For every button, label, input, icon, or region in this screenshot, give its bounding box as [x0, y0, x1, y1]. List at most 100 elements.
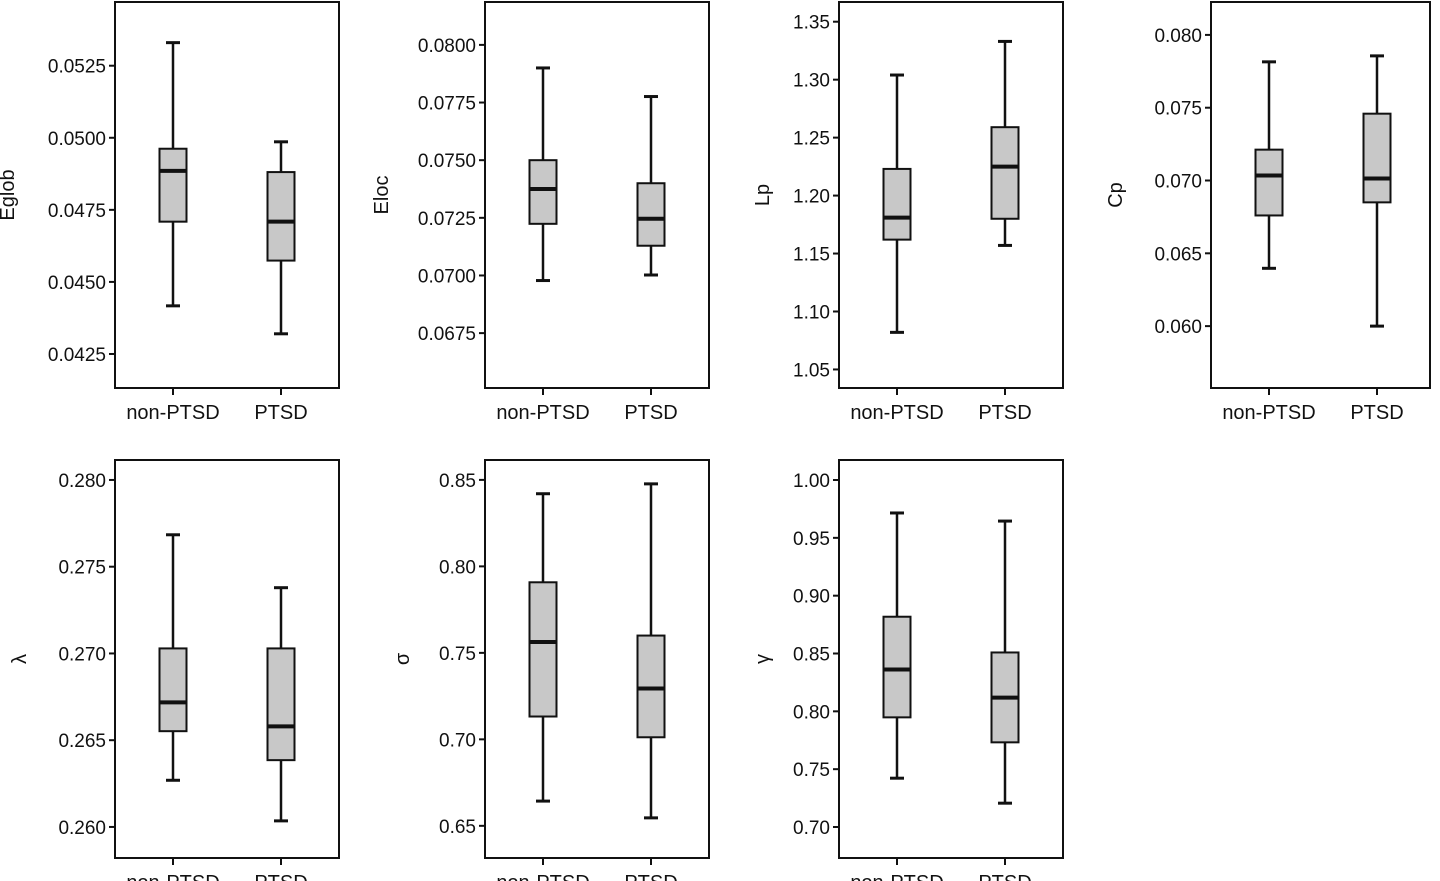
y-tick-label: 0.80 [793, 702, 830, 723]
x-tick-label: non-PTSD [850, 402, 943, 424]
y-tick-label: 0.0425 [48, 345, 106, 366]
box-ptsd [990, 39, 1020, 247]
iqr-box [636, 634, 666, 739]
plot-frame [114, 459, 340, 859]
y-axis-label: λ [9, 654, 31, 664]
panel-2: 1.05 1.10 1.15 1.20 1.25 1.30 1.35 Lp non-PTSD PT… [752, 1, 1064, 424]
y-axis-label: σ [392, 652, 414, 665]
y-tick-label: 0.95 [793, 529, 830, 550]
y-tick-label: 0.0500 [48, 129, 106, 150]
y-tick-label: 1.20 [793, 187, 830, 208]
y-tick-label: 0.275 [58, 558, 106, 579]
panel-5: 0.65 0.70 0.75 0.80 0.85 σ non-PTSD PTSD [392, 459, 710, 881]
iqr-box [882, 167, 912, 241]
y-tick-label: 0.270 [58, 644, 106, 665]
box-ptsd [636, 482, 666, 820]
x-tick-label: non-PTSD [1222, 402, 1315, 424]
y-tick-label: 0.70 [439, 730, 476, 751]
y-tick-label: 0.065 [1154, 244, 1202, 265]
box-non-ptsd [882, 511, 912, 780]
x-tick-label: PTSD [978, 402, 1031, 424]
y-tick-label: 0.80 [439, 557, 476, 578]
iqr-box [266, 171, 296, 262]
box-non-ptsd [528, 492, 558, 803]
box-ptsd [990, 519, 1020, 805]
box-non-ptsd [158, 533, 188, 782]
plot-frame [484, 1, 710, 389]
x-tick-label: non-PTSD [496, 872, 589, 881]
box-ptsd [636, 95, 666, 277]
box-non-ptsd [528, 66, 558, 283]
y-axis-label: γ [752, 654, 774, 664]
y-tick-label: 0.90 [793, 587, 830, 608]
plot-frame [1210, 1, 1431, 389]
y-tick-label: 0.080 [1154, 26, 1202, 47]
y-tick-label: 0.70 [793, 818, 830, 839]
x-tick-label: PTSD [978, 872, 1031, 881]
y-tick-label: 0.0800 [418, 36, 476, 57]
iqr-box [1254, 148, 1284, 217]
x-tick-label: PTSD [624, 402, 677, 424]
plot-frame [484, 459, 710, 859]
box-non-ptsd [1254, 60, 1284, 270]
y-tick-label: 0.0700 [418, 266, 476, 287]
y-tick-label: 1.05 [793, 360, 830, 381]
y-tick-label: 0.280 [58, 471, 106, 492]
iqr-box [158, 147, 188, 223]
plot-frame [838, 1, 1064, 389]
y-tick-label: 0.070 [1154, 172, 1202, 193]
iqr-box [266, 647, 296, 762]
y-tick-label: 1.35 [793, 13, 830, 34]
plot-frame [838, 459, 1064, 859]
y-tick-label: 1.30 [793, 71, 830, 92]
iqr-box [528, 581, 558, 718]
x-tick-label: PTSD [624, 872, 677, 881]
y-axis-label: Eglob [0, 169, 19, 220]
y-tick-label: 1.25 [793, 129, 830, 150]
y-tick-label: 0.65 [439, 817, 476, 838]
y-tick-label: 0.0675 [418, 324, 476, 345]
x-tick-label: non-PTSD [850, 872, 943, 881]
panel-0: 0.0425 0.0450 0.0475 0.0500 0.0525 Eglob non-P… [0, 1, 340, 424]
iqr-box [528, 159, 558, 225]
y-tick-label: 1.15 [793, 245, 830, 266]
iqr-box [882, 615, 912, 719]
y-axis-label: Eloc [371, 176, 393, 215]
y-axis-label: Cp [1105, 182, 1127, 208]
box-ptsd [1362, 54, 1392, 328]
panel-4: 0.260 0.265 0.270 0.275 0.280 λ non-PTSD PTSD [9, 459, 340, 881]
x-tick-label: non-PTSD [496, 402, 589, 424]
box-non-ptsd [158, 41, 188, 308]
y-tick-label: 0.0475 [48, 201, 106, 222]
iqr-box [158, 647, 188, 733]
y-tick-label: 0.0450 [48, 273, 106, 294]
iqr-box [1362, 112, 1392, 204]
iqr-box [990, 126, 1020, 220]
y-tick-label: 0.075 [1154, 99, 1202, 120]
x-tick-label: non-PTSD [126, 402, 219, 424]
x-tick-label: PTSD [254, 872, 307, 881]
iqr-box [636, 182, 666, 247]
y-tick-label: 1.10 [793, 302, 830, 323]
box-ptsd [266, 586, 296, 823]
y-tick-label: 0.0775 [418, 94, 476, 115]
x-tick-label: PTSD [254, 402, 307, 424]
y-tick-label: 0.060 [1154, 317, 1202, 338]
y-tick-label: 0.265 [58, 731, 106, 752]
box-non-ptsd [882, 73, 912, 334]
y-tick-label: 0.85 [439, 471, 476, 492]
y-tick-label: 0.85 [793, 645, 830, 666]
y-tick-label: 1.00 [793, 471, 830, 492]
panel-3: 0.060 0.065 0.070 0.075 0.080 Cp non-PTSD PTSD [1105, 1, 1431, 424]
panel-1: 0.0675 0.0700 0.0725 0.0750 0.0775 0.0800 Eloc… [371, 1, 710, 424]
y-axis-label: Lp [752, 184, 774, 206]
x-tick-label: PTSD [1350, 402, 1403, 424]
y-tick-label: 0.260 [58, 818, 106, 839]
y-tick-label: 0.0750 [418, 151, 476, 172]
y-tick-label: 0.75 [439, 644, 476, 665]
y-tick-label: 0.0525 [48, 57, 106, 78]
x-tick-label: non-PTSD [126, 872, 219, 881]
plot-frame [114, 1, 340, 389]
y-tick-label: 0.0725 [418, 209, 476, 230]
